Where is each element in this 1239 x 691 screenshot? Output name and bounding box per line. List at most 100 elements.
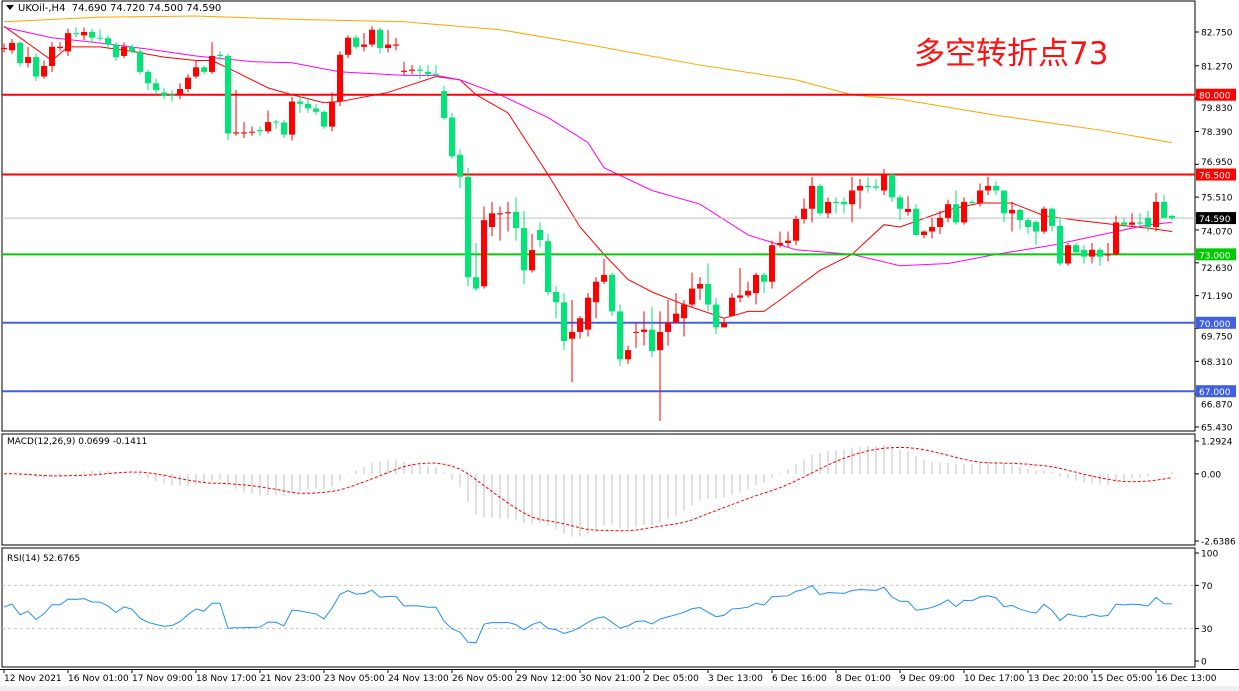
candle: [257, 126, 263, 136]
candle: [145, 69, 151, 91]
candle-body: [1065, 245, 1071, 264]
time-label: 26 Nov 05:00: [452, 674, 513, 684]
candle: [937, 211, 943, 234]
candle: [1041, 206, 1047, 234]
price-tick-label: 79.830: [1201, 104, 1233, 114]
candle-body: [545, 241, 551, 292]
candle-body: [153, 83, 159, 91]
candle: [225, 53, 231, 141]
candle-body: [777, 242, 783, 246]
candle-body: [177, 89, 183, 95]
time-label: 30 Nov 21:00: [580, 674, 641, 684]
candle: [665, 299, 671, 346]
candle: [697, 277, 703, 300]
candle: [953, 190, 959, 225]
main-panel-frame: [1, 0, 1196, 432]
triangle-down-icon[interactable]: [6, 5, 14, 10]
candle: [1113, 215, 1119, 256]
candle: [417, 65, 423, 79]
candle: [169, 90, 175, 102]
candle-body: [769, 245, 775, 282]
candle-body: [345, 37, 351, 55]
candle-body: [857, 185, 863, 191]
candle: [769, 240, 775, 289]
price-tick-label: 76.950: [1201, 158, 1233, 168]
time-label: 17 Nov 09:00: [132, 674, 193, 684]
candle: [681, 299, 687, 337]
candle: [793, 215, 799, 246]
candle: [729, 293, 735, 316]
candle-body: [817, 185, 823, 214]
candle: [497, 206, 503, 241]
candle-body: [665, 322, 671, 332]
annotation-text: 多空转折点73: [914, 36, 1109, 72]
candle-body: [433, 73, 439, 75]
candle: [521, 211, 527, 285]
candle-body: [1049, 208, 1055, 226]
candle: [705, 263, 711, 312]
candle-body: [73, 33, 79, 35]
candle-body: [97, 37, 103, 39]
candle-body: [641, 329, 647, 332]
candle: [337, 51, 343, 107]
time-label: 29 Nov 12:00: [516, 674, 577, 684]
candle-body: [633, 331, 639, 333]
candle-body: [249, 131, 255, 133]
candle-body: [329, 101, 335, 127]
candle-body: [369, 29, 375, 45]
candle: [273, 119, 279, 129]
candle-body: [873, 186, 879, 188]
candle: [473, 242, 479, 291]
candle-body: [673, 313, 679, 323]
candle-body: [1089, 249, 1095, 257]
candle: [689, 272, 695, 307]
candle: [313, 103, 319, 116]
level-tag: [1196, 316, 1236, 329]
candle-body: [217, 54, 223, 56]
candle-body: [657, 331, 663, 351]
macd-tick-label: -2.6386: [1201, 538, 1236, 548]
candle-body: [449, 117, 455, 157]
rsi-tick-label: 30: [1201, 625, 1213, 635]
candle: [1161, 195, 1167, 218]
candle-body: [33, 57, 39, 77]
candle-body: [57, 46, 63, 48]
candle: [1033, 220, 1039, 246]
candle-body: [129, 46, 135, 52]
candle-body: [561, 302, 567, 342]
time-label: 21 Nov 23:00: [260, 674, 321, 684]
candle-body: [1017, 209, 1023, 221]
candle: [49, 42, 55, 72]
candle: [1009, 201, 1015, 232]
candle-body: [945, 204, 951, 218]
candle: [185, 74, 191, 93]
candle-body: [1137, 222, 1143, 224]
candle: [449, 112, 455, 159]
candle: [649, 306, 655, 357]
candle: [753, 272, 759, 305]
candle-body: [209, 55, 215, 72]
candle: [289, 96, 295, 141]
candle: [33, 53, 39, 82]
candle: [9, 38, 15, 54]
candle-body: [113, 44, 119, 58]
candle: [113, 42, 119, 61]
candle-body: [1105, 254, 1111, 256]
candle: [801, 198, 807, 224]
candle-body: [1001, 190, 1007, 214]
candle-body: [49, 46, 55, 66]
candle: [977, 183, 983, 207]
candle: [297, 94, 303, 113]
candle-body: [921, 231, 927, 235]
candle: [721, 318, 727, 328]
candle: [433, 65, 439, 78]
candle-body: [9, 42, 15, 51]
candle: [441, 85, 447, 120]
candle: [817, 183, 823, 216]
candle-body: [1153, 201, 1159, 227]
candle-body: [1, 47, 7, 50]
candle-body: [969, 201, 975, 204]
time-label: 16 Nov 01:00: [68, 674, 129, 684]
